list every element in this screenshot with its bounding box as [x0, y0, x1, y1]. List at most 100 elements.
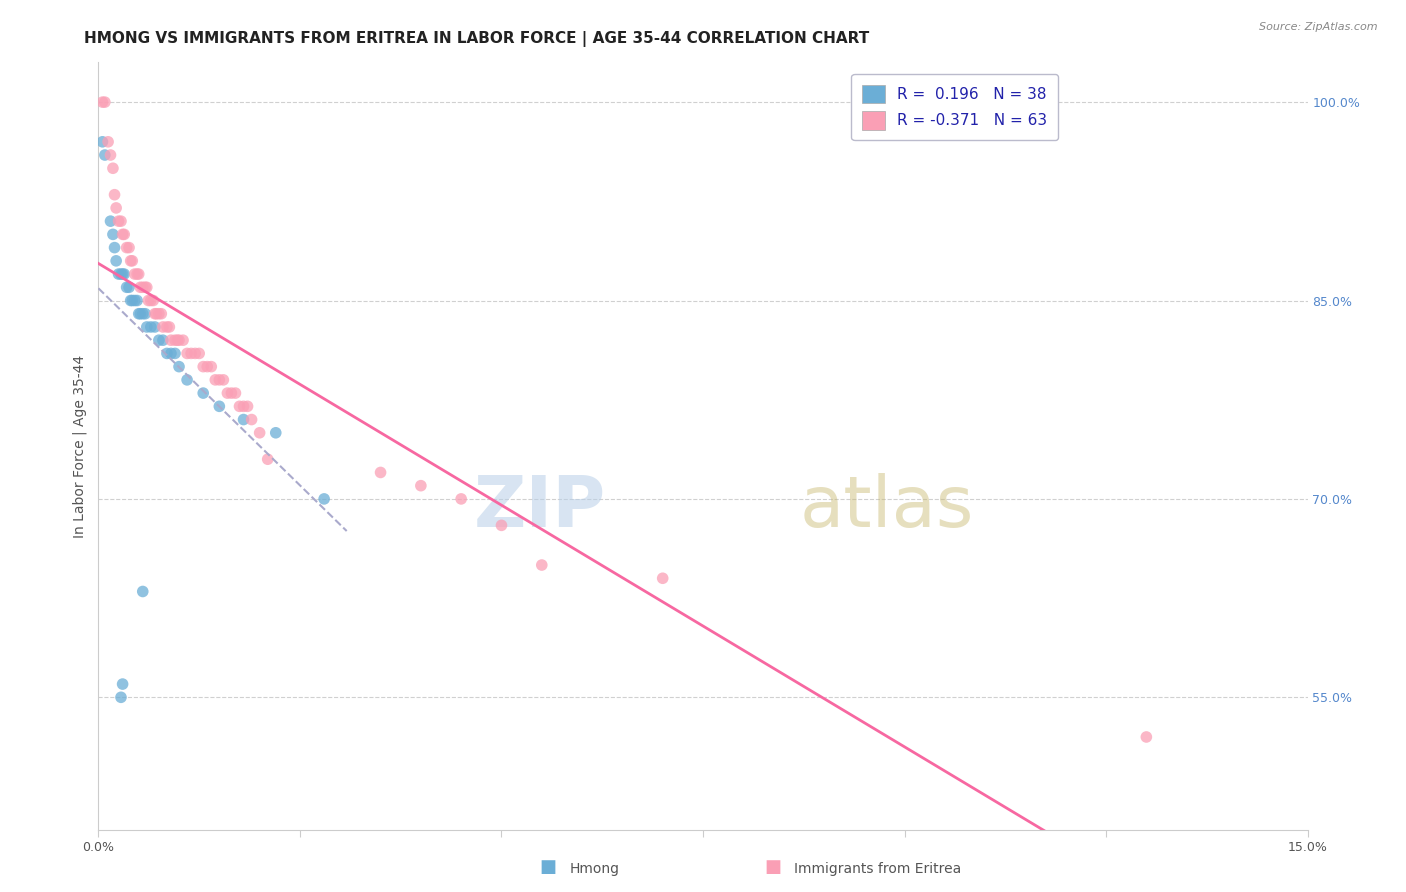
- Point: [127, 267, 149, 281]
- Point: [91, 135, 114, 149]
- Point: [217, 386, 239, 401]
- Point: [134, 307, 156, 321]
- Point: [143, 320, 166, 334]
- Point: [148, 307, 170, 321]
- Point: [204, 373, 226, 387]
- Point: [124, 267, 146, 281]
- Point: [94, 148, 117, 162]
- Point: [143, 307, 166, 321]
- Point: [651, 571, 673, 585]
- Point: [103, 241, 125, 255]
- Point: [111, 677, 134, 691]
- Point: [200, 359, 222, 374]
- Point: [103, 187, 125, 202]
- Point: [172, 333, 194, 347]
- Text: HMONG VS IMMIGRANTS FROM ERITREA IN LABOR FORCE | AGE 35-44 CORRELATION CHART: HMONG VS IMMIGRANTS FROM ERITREA IN LABO…: [84, 31, 869, 47]
- Point: [134, 280, 156, 294]
- Point: [236, 400, 259, 414]
- Point: [232, 400, 254, 414]
- Point: [148, 333, 170, 347]
- Point: [188, 346, 211, 360]
- Point: [180, 346, 202, 360]
- Point: [409, 478, 432, 492]
- Point: [94, 95, 117, 109]
- Point: [208, 400, 231, 414]
- Point: [264, 425, 287, 440]
- Point: [256, 452, 278, 467]
- Point: [221, 386, 243, 401]
- Point: [115, 280, 138, 294]
- Point: [208, 373, 231, 387]
- Point: [228, 400, 250, 414]
- Point: [212, 373, 235, 387]
- Point: [193, 359, 215, 374]
- Point: [105, 201, 128, 215]
- Point: [152, 320, 174, 334]
- Point: [111, 227, 134, 242]
- Point: [120, 293, 142, 308]
- Point: [110, 267, 132, 281]
- Point: [100, 148, 122, 162]
- Point: [128, 307, 150, 321]
- Text: ZIP: ZIP: [474, 473, 606, 541]
- Point: [167, 333, 190, 347]
- Point: [120, 253, 142, 268]
- Point: [176, 373, 198, 387]
- Point: [249, 425, 271, 440]
- Point: [112, 267, 135, 281]
- Point: [240, 412, 263, 426]
- Point: [450, 491, 472, 506]
- Point: [370, 466, 392, 480]
- Text: Source: ZipAtlas.com: Source: ZipAtlas.com: [1260, 22, 1378, 32]
- Point: [127, 293, 149, 308]
- Y-axis label: In Labor Force | Age 35-44: In Labor Force | Age 35-44: [73, 354, 87, 538]
- Text: atlas: atlas: [800, 473, 974, 541]
- Point: [132, 584, 155, 599]
- Point: [129, 280, 152, 294]
- Point: [1135, 730, 1157, 744]
- Point: [193, 386, 215, 401]
- Point: [160, 333, 183, 347]
- Point: [152, 333, 174, 347]
- Point: [128, 267, 150, 281]
- Point: [139, 320, 162, 334]
- Point: [105, 253, 128, 268]
- Point: [138, 293, 160, 308]
- Point: [156, 320, 179, 334]
- Point: [107, 214, 129, 228]
- Point: [184, 346, 207, 360]
- Text: Immigrants from Eritrea: Immigrants from Eritrea: [794, 862, 962, 876]
- Point: [101, 161, 124, 176]
- Point: [176, 346, 198, 360]
- Point: [101, 227, 124, 242]
- Point: [163, 333, 186, 347]
- Point: [491, 518, 513, 533]
- Point: [314, 491, 336, 506]
- Point: [139, 293, 162, 308]
- Point: [129, 307, 152, 321]
- Point: [142, 293, 165, 308]
- Text: Hmong: Hmong: [569, 862, 620, 876]
- Point: [132, 280, 155, 294]
- Text: ■: ■: [540, 858, 557, 876]
- Point: [107, 267, 129, 281]
- Point: [166, 333, 188, 347]
- Point: [150, 307, 173, 321]
- Point: [121, 253, 143, 268]
- Point: [156, 346, 179, 360]
- Point: [121, 293, 143, 308]
- Point: [224, 386, 246, 401]
- Point: [111, 267, 134, 281]
- Point: [135, 320, 157, 334]
- Point: [91, 95, 114, 109]
- Point: [110, 690, 132, 705]
- Point: [232, 412, 254, 426]
- Point: [112, 227, 135, 242]
- Point: [157, 320, 180, 334]
- Point: [118, 241, 141, 255]
- Point: [160, 346, 183, 360]
- Text: ■: ■: [765, 858, 782, 876]
- Point: [118, 280, 141, 294]
- Point: [100, 214, 122, 228]
- Point: [115, 241, 138, 255]
